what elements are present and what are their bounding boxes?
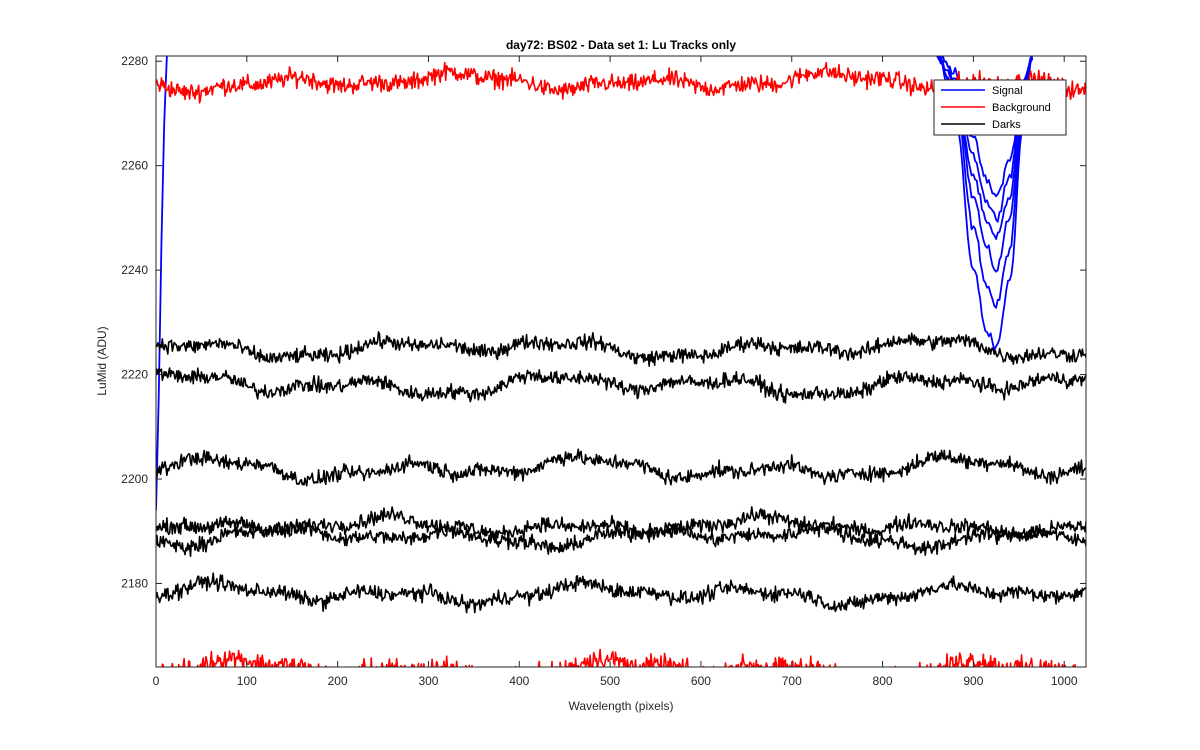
- x-tick-label: 500: [600, 674, 620, 688]
- x-tick-label: 800: [873, 674, 893, 688]
- series-line-darks-6: [156, 506, 1086, 543]
- y-tick-label: 2220: [121, 368, 148, 382]
- axes-box: [155, 55, 1087, 668]
- x-tick-label: 0: [153, 674, 160, 688]
- x-tick-label: 700: [782, 674, 802, 688]
- x-tick-label: 200: [328, 674, 348, 688]
- legend: Signal Background Darks: [933, 79, 1067, 136]
- series-line-signal-0: [156, 56, 170, 511]
- series-line-darks-3: [156, 331, 1086, 367]
- x-axis: 0 100 200 300 400 500 600 700 800 900 1000: [153, 56, 1078, 688]
- x-tick-label: 400: [509, 674, 529, 688]
- x-tick-label: 100: [237, 674, 257, 688]
- legend-label-background: Background: [992, 102, 1051, 114]
- series-line-darks-8: [156, 572, 1086, 614]
- y-tick-label: 2180: [121, 576, 148, 590]
- y-tick-label: 2260: [121, 159, 148, 173]
- x-tick-label: 1000: [1051, 674, 1078, 688]
- y-tick-label: 2200: [121, 472, 148, 486]
- legend-label-darks: Darks: [992, 119, 1021, 131]
- chart-title: day72: BS02 - Data set 1: Lu Tracks only: [506, 38, 736, 52]
- x-axis-label: Wavelength (pixels): [569, 699, 674, 713]
- y-axis: 2180 2200 2220 2240 2260 2280: [121, 54, 1086, 590]
- series-line-background-2: [161, 648, 1077, 667]
- series-line-background-1: [156, 61, 1086, 104]
- y-axis-label: LuMid (ADU): [95, 326, 109, 395]
- series-line-darks-5: [156, 448, 1086, 487]
- series-line-darks-4: [156, 367, 1086, 404]
- y-tick-label: 2240: [121, 263, 148, 277]
- x-tick-label: 600: [691, 674, 711, 688]
- series-line-darks-7: [156, 518, 1086, 558]
- x-tick-label: 300: [418, 674, 438, 688]
- y-tick-label: 2280: [121, 54, 148, 68]
- plot-area: [156, 56, 1086, 667]
- legend-label-signal: Signal: [992, 85, 1023, 97]
- x-tick-label: 900: [963, 674, 983, 688]
